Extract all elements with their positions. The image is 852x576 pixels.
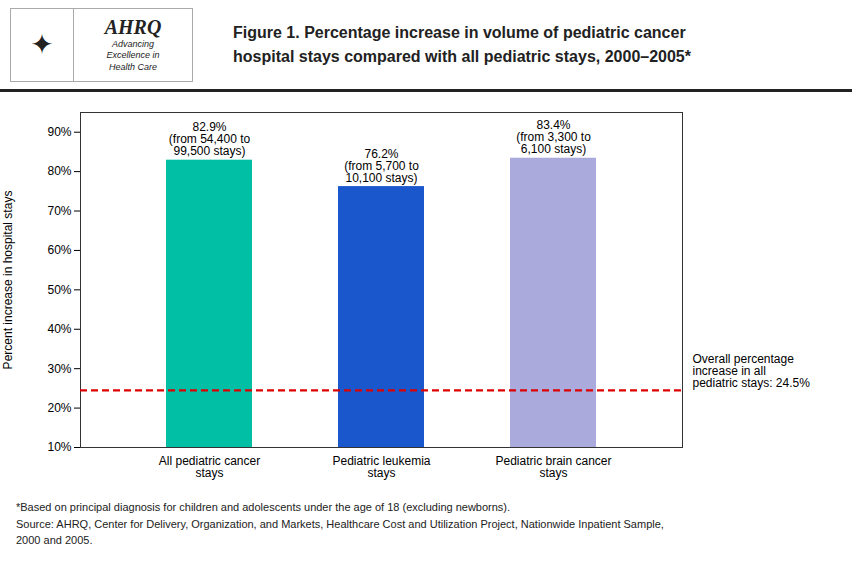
svg-text:20%: 20% (47, 401, 71, 415)
svg-text:Percent increase in hospital s: Percent increase in hospital stays (1, 191, 15, 370)
html-text:2000 and 2005.: 2000 and 2005. (16, 534, 93, 546)
svg-text:82.9%(from 54,400 to99,500 sta: 82.9%(from 54,400 to99,500 stays) (169, 120, 251, 158)
svg-text:83.4%(from 3,300 to6,100 stays: 83.4%(from 3,300 to6,100 stays) (516, 118, 591, 156)
html-text:Advancing Excellence in Health: Advancing Excellence in Health Care (106, 39, 160, 72)
svg-text:80%: 80% (47, 164, 71, 178)
svg-text:Overall percentageincrease in: Overall percentageincrease in allpediatr… (693, 352, 811, 390)
svg-text:70%: 70% (47, 204, 71, 218)
svg-text:60%: 60% (47, 243, 71, 257)
html-text:Figure 1. Percentage increase: Figure 1. Percentage increase in volume … (233, 24, 691, 65)
svg-text:30%: 30% (47, 362, 71, 376)
svg-text:Pediatric brain cancerstays: Pediatric brain cancerstays (495, 454, 611, 480)
svg-text:10%: 10% (47, 440, 71, 454)
html-text:AHRQ: AHRQ (104, 16, 162, 39)
html-text:Source: AHRQ, Center for Deliv: Source: AHRQ, Center for Delivery, Organ… (16, 517, 664, 530)
svg-text:40%: 40% (47, 322, 71, 336)
svg-text:90%: 90% (47, 125, 71, 139)
svg-text:50%: 50% (47, 283, 71, 297)
svg-text:Pediatric leukemiastays: Pediatric leukemiastays (332, 454, 430, 480)
html-text:*Based on principal diagnosis: *Based on principal diagnosis for childr… (16, 501, 511, 513)
svg-text:76.2%(from 5,700 to10,100 stay: 76.2%(from 5,700 to10,100 stays) (344, 147, 419, 185)
svg-text:All pediatric cancerstays: All pediatric cancerstays (159, 454, 260, 480)
